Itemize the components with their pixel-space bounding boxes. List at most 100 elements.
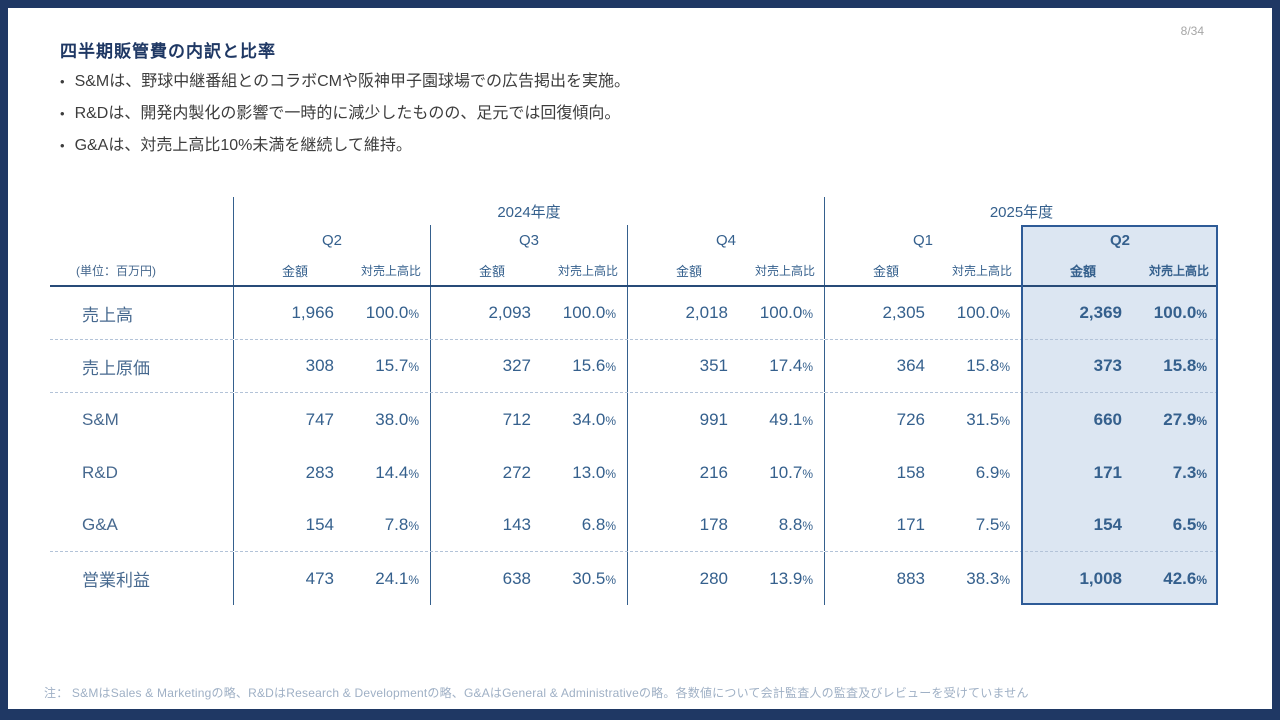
percent-symbol: % xyxy=(605,466,616,481)
amount-value: 171 xyxy=(1093,462,1122,482)
data-cell: 272 13.0% xyxy=(430,446,627,499)
ratio-value: 27.9% xyxy=(1163,409,1207,429)
amount-value: 351 xyxy=(699,356,728,375)
data-cell: 726 31.5% xyxy=(824,393,1021,446)
amount-value: 991 xyxy=(699,409,728,429)
row-label: 売上高 xyxy=(82,305,133,325)
percent-symbol: % xyxy=(802,466,813,481)
amount-value: 154 xyxy=(305,515,334,534)
percent-symbol: % xyxy=(1196,572,1207,587)
percent-symbol: % xyxy=(605,413,616,428)
data-cell: 351 17.4% xyxy=(627,340,824,392)
amount-value: 747 xyxy=(305,409,334,429)
data-cell: 2,305 100.0% xyxy=(824,287,1021,339)
data-cell: 660 27.9% xyxy=(1021,393,1218,446)
data-cell: 327 15.6% xyxy=(430,340,627,392)
quarter-label: Q2 xyxy=(1021,225,1218,255)
data-cell: 638 30.5% xyxy=(430,552,627,605)
ratio-value: 100.0% xyxy=(365,303,419,322)
percent-symbol: % xyxy=(999,413,1010,428)
table-row: 売上高 1,966 100.0% 2,093 100.0% 2,018 100.0% 2,30… xyxy=(50,287,1218,340)
data-cell: 283 14.4% xyxy=(233,446,430,499)
amount-header: 金額 xyxy=(281,263,308,279)
ratio-value: 15.6% xyxy=(572,356,616,375)
percent-symbol: % xyxy=(999,519,1010,533)
ratio-value: 13.0% xyxy=(572,462,616,482)
amount-value: 638 xyxy=(502,568,531,588)
percent-symbol: % xyxy=(999,360,1010,374)
ratio-value: 7.3% xyxy=(1172,462,1207,482)
ratio-value: 38.3% xyxy=(966,568,1010,588)
quarter-subheader: 金額 対売上高比 xyxy=(233,255,430,285)
percent-symbol: % xyxy=(802,413,813,428)
ratio-value: 17.4% xyxy=(769,356,813,375)
ratio-value: 49.1% xyxy=(769,409,813,429)
data-cell: 2,018 100.0% xyxy=(627,287,824,339)
quarter-label: Q4 xyxy=(627,225,824,255)
ratio-value: 100.0% xyxy=(1153,303,1207,322)
ratio-value: 42.6% xyxy=(1163,568,1207,588)
ratio-value: 100.0% xyxy=(562,303,616,322)
bullet-item: G&Aは、対売上高比10%未満を継続して維持。 xyxy=(60,130,630,162)
ratio-value: 38.0% xyxy=(375,409,419,429)
amount-header: 金額 xyxy=(872,263,899,279)
percent-symbol: % xyxy=(1196,466,1207,481)
percent-symbol: % xyxy=(802,572,813,587)
data-cell: 747 38.0% xyxy=(233,393,430,446)
ratio-value: 15.8% xyxy=(966,356,1010,375)
bullet-list: S&Mは、野球中継番組とのコラボCMや阪神甲子園球場での広告掲出を実施。R&Dは… xyxy=(60,66,630,162)
amount-value: 726 xyxy=(896,409,925,429)
quarter-header-row: Q2 Q3 Q4 Q1 Q2 xyxy=(50,225,1218,255)
ratio-value: 7.5% xyxy=(975,515,1010,534)
ratio-value: 7.8% xyxy=(384,515,419,534)
amount-value: 1,966 xyxy=(291,303,334,322)
percent-symbol: % xyxy=(605,572,616,587)
data-cell: 1,008 42.6% xyxy=(1021,552,1218,605)
amount-value: 158 xyxy=(896,462,925,482)
amount-value: 660 xyxy=(1093,409,1122,429)
ratio-value: 13.9% xyxy=(769,568,813,588)
table-row: G&A 154 7.8% 143 6.8% 178 8.8% 171 7.5% 154 6.5% xyxy=(50,499,1218,552)
ratio-value: 6.9% xyxy=(975,462,1010,482)
percent-symbol: % xyxy=(999,307,1010,321)
amount-value: 171 xyxy=(896,515,925,534)
percent-symbol: % xyxy=(1196,413,1207,428)
ratio-value: 100.0% xyxy=(956,303,1010,322)
row-label: 売上原価 xyxy=(82,358,150,378)
row-label: 営業利益 xyxy=(82,571,150,590)
percent-symbol: % xyxy=(408,360,419,374)
amount-value: 1,008 xyxy=(1079,568,1122,588)
table-row: 営業利益 473 24.1% 638 30.5% 280 13.9% 883 38.3% 1,00… xyxy=(50,552,1218,605)
page-title: 四半期販管費の内訳と比率 xyxy=(60,42,276,62)
data-cell: 373 15.8% xyxy=(1021,340,1218,392)
data-cell: 171 7.5% xyxy=(824,499,1021,551)
ratio-value: 30.5% xyxy=(572,568,616,588)
percent-symbol: % xyxy=(408,519,419,533)
amount-value: 308 xyxy=(305,356,334,375)
percent-symbol: % xyxy=(408,466,419,481)
ratio-value: 34.0% xyxy=(572,409,616,429)
quarter-label: Q2 xyxy=(233,225,430,255)
quarter-label: Q1 xyxy=(824,225,1021,255)
percent-symbol: % xyxy=(802,360,813,374)
percent-symbol: % xyxy=(999,572,1010,587)
table-row: S&M 747 38.0% 712 34.0% 991 49.1% 726 31.5% 660 27… xyxy=(50,393,1218,446)
amount-value: 364 xyxy=(896,356,925,375)
ratio-value: 14.4% xyxy=(375,462,419,482)
bullet-item: R&Dは、開発内製化の影響で一時的に減少したものの、足元では回復傾向。 xyxy=(60,98,630,130)
quarterly-sgna-table: 2024年度 2025年度 Q2 Q3 Q4 Q1 Q2 (単位：百万円) 金額 対売上高比… xyxy=(50,197,1218,607)
amount-value: 473 xyxy=(305,568,334,588)
ratio-value: 15.7% xyxy=(375,356,419,375)
percent-symbol: % xyxy=(605,307,616,321)
data-cell: 154 6.5% xyxy=(1021,499,1218,551)
footnote: 注： S&MはSales & Marketingの略、R&DはResearch … xyxy=(44,686,1029,700)
amount-value: 178 xyxy=(699,515,728,534)
amount-value: 283 xyxy=(305,462,334,482)
ratio-value: 6.8% xyxy=(581,515,616,534)
ratio-value: 8.8% xyxy=(778,515,813,534)
data-cell: 178 8.8% xyxy=(627,499,824,551)
data-cell: 216 10.7% xyxy=(627,446,824,499)
highlight-column-background xyxy=(1021,225,1218,605)
bullet-item: S&Mは、野球中継番組とのコラボCMや阪神甲子園球場での広告掲出を実施。 xyxy=(60,66,630,98)
quarter-subheader: 金額 対売上高比 xyxy=(1021,255,1218,285)
